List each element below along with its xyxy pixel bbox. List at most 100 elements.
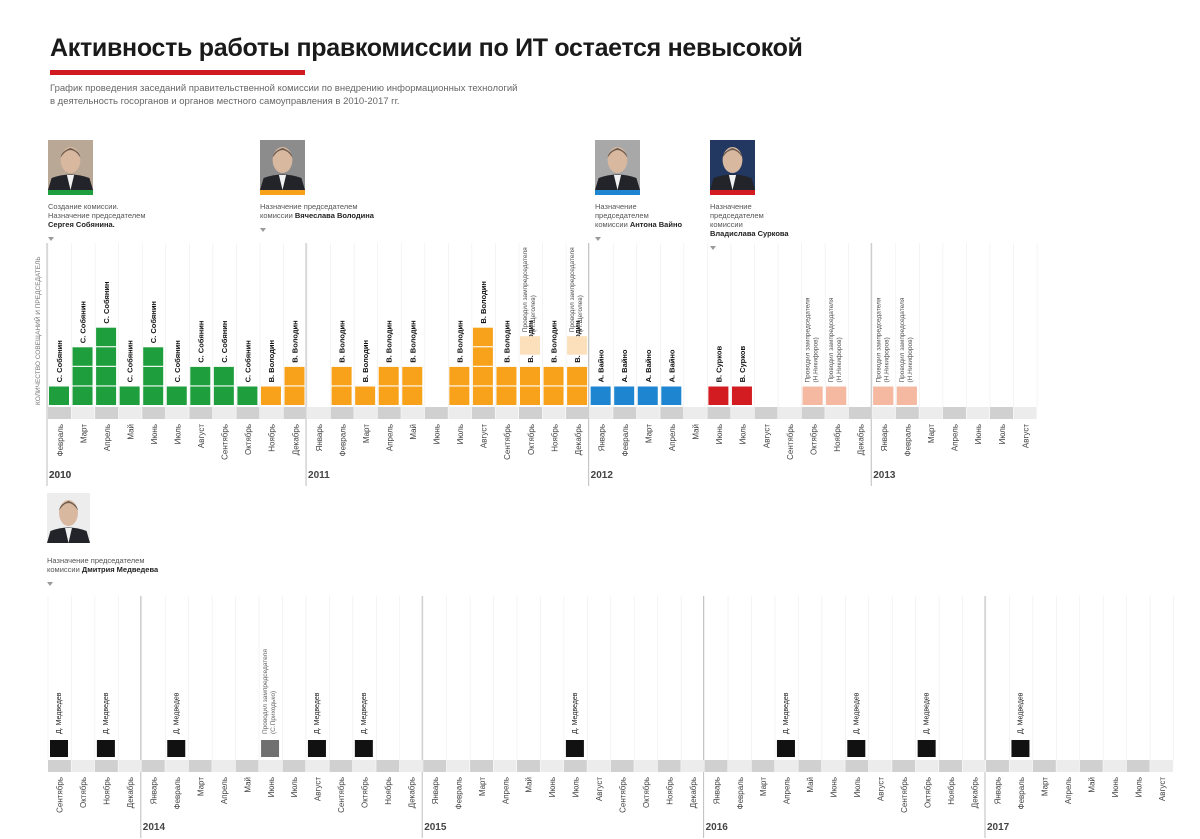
deputy-meeting-square (802, 386, 823, 405)
meeting-square (543, 386, 564, 405)
month-tick-label: Апрель (501, 777, 510, 804)
meeting-square (354, 740, 373, 757)
meeting-square (237, 386, 258, 405)
deputy-label: Проводил зампредседателя (875, 297, 882, 382)
timeline-band-cell (683, 407, 707, 419)
portrait-shirt (613, 175, 622, 190)
month-tick-label: Август (1158, 777, 1167, 801)
bar-chair-label: С. Собянин (196, 321, 205, 363)
timeline-band-cell (1009, 760, 1033, 772)
caption-sobyanin: Создание комиссии.Назначение председател… (48, 202, 146, 241)
timeline-band-cell (892, 760, 916, 772)
deputy-label: Проводил зампредседателя (805, 297, 812, 382)
month-tick-label: Февраль (736, 777, 745, 810)
month-tick-label: Декабрь (689, 777, 698, 808)
month-tick-label: Март (645, 424, 654, 443)
month-tick-label: Декабрь (407, 777, 416, 808)
timeline-band-cell (566, 407, 590, 419)
chair-marker-arrow (710, 246, 716, 250)
timeline-band-cell (424, 407, 448, 419)
month-tick-label: Февраль (904, 424, 913, 457)
chair-name: Антона Вайно (630, 220, 683, 229)
timeline-band-cell (352, 760, 376, 772)
month-tick-label: Март (1041, 777, 1050, 796)
meeting-square (307, 740, 326, 757)
deputy-meeting-square (567, 336, 588, 355)
bar-chair-label: С. Собянин (126, 340, 135, 382)
month-tick-label: Декабрь (126, 777, 135, 808)
timeline-band-cell (212, 407, 236, 419)
timeline-band-cell (71, 760, 95, 772)
page-title: Активность работы правкомиссии по ИТ ост… (50, 34, 803, 62)
bar-chair-label: В. Сурков (714, 346, 723, 383)
meeting-square (355, 386, 376, 405)
timeline-band-cell (283, 407, 307, 419)
meeting-square (520, 366, 540, 386)
meeting-square (402, 366, 423, 386)
meeting-square (119, 386, 140, 405)
portrait-hair (59, 501, 78, 511)
bar-chair-label: Д. Медведев (853, 692, 860, 734)
month-tick-label: Июнь (715, 424, 724, 444)
deputy-label: (Н.Никифоров) (813, 337, 820, 382)
bar-chair-label: Д. Медведев (783, 692, 790, 734)
meeting-square (472, 347, 493, 366)
month-tick-label: Сентябрь (786, 424, 795, 460)
deputy-label: (Н.Никифоров) (836, 337, 843, 382)
portrait-face (722, 147, 743, 173)
meeting-square (661, 386, 682, 405)
portrait-face (607, 147, 628, 173)
meeting-square (50, 740, 68, 757)
bar-chair-label: В. Володин (408, 320, 417, 362)
timeline-band-cell (778, 407, 802, 419)
month-tick-label: Май (1088, 777, 1097, 793)
year-label: 2011 (308, 470, 330, 481)
year-label: 2016 (706, 822, 729, 833)
timeline-band-cell (563, 760, 587, 772)
bar-chair-label: В. Володин (502, 320, 511, 362)
meeting-square (167, 740, 186, 757)
bar-chair-label: В. Сурков (738, 346, 747, 383)
portrait-hair (60, 148, 81, 158)
deputy-label: (С.Приходько) (270, 691, 277, 734)
deputy-label: (Н.Щеголев) (530, 295, 537, 332)
timeline-band-cell (730, 407, 754, 419)
timeline-band-cell (165, 407, 189, 419)
chair-marker-arrow (595, 237, 601, 241)
timeline-band-cell (212, 760, 236, 772)
timeline-band-cell (915, 760, 939, 772)
meeting-square (472, 366, 493, 386)
month-tick-label: Январь (431, 777, 440, 804)
month-tick-label: Апрель (103, 424, 112, 451)
bar-chair-label: В. Володин (361, 340, 370, 382)
deputy-meeting-square (896, 386, 917, 405)
month-tick-label: Октябрь (923, 777, 932, 808)
portrait-shirt (66, 175, 75, 190)
timeline-band-cell (872, 407, 896, 419)
month-tick-label: Февраль (173, 777, 182, 810)
timeline-band-cell (446, 760, 470, 772)
timeline-band-cell (613, 407, 637, 419)
timeline-band-cell (728, 760, 751, 772)
deputy-label: Проводил зампредседателя (522, 247, 529, 332)
bar-chair-label: С. Собянин (173, 340, 182, 382)
timeline-band-cell (165, 760, 189, 772)
month-tick-label: Февраль (56, 424, 65, 457)
timeline-band-cell (71, 407, 95, 419)
meeting-square (1011, 740, 1030, 757)
month-tick-label: Июль (1134, 777, 1143, 797)
meeting-square (731, 386, 752, 405)
deputy-label: (Н.Щеголев) (577, 295, 584, 332)
month-tick-label: Сентябрь (56, 777, 65, 813)
deputy-label: Проводил зампредседателя (569, 247, 576, 332)
timeline-band-cell (754, 407, 778, 419)
month-tick-label: Март (927, 424, 936, 443)
timeline-band-cell (1126, 760, 1150, 772)
month-tick-label: Сентябрь (337, 777, 346, 813)
timeline-band-cell (986, 760, 1009, 772)
timeline-band-cell (95, 407, 119, 419)
month-tick-label: Июнь (1111, 777, 1120, 797)
portrait-surkov (710, 140, 755, 195)
timeline-band-cell (845, 760, 869, 772)
